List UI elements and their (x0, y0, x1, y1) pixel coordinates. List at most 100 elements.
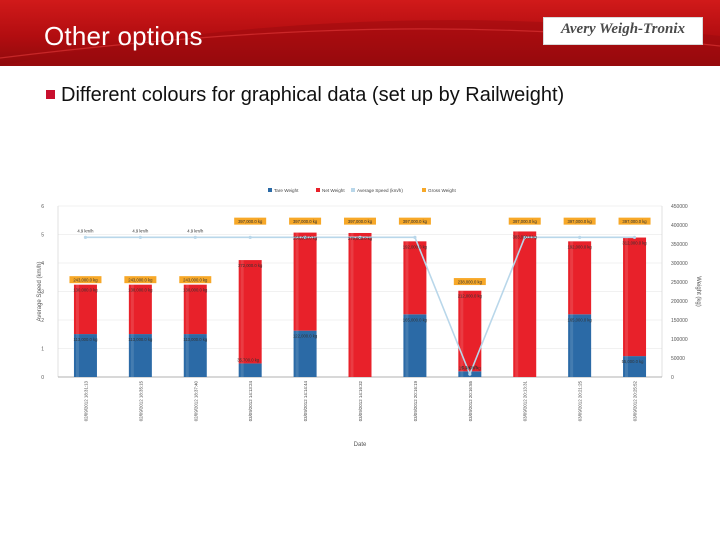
speed-point (632, 235, 637, 239)
tare-weight-label: 15,000.0 kg (459, 365, 482, 370)
x-tick-label: 02/09/2012 18:35:15 (138, 380, 143, 421)
gross-weight-label: 397,000.0 kg (622, 219, 647, 224)
speed-point (138, 235, 142, 239)
legend-swatch (316, 188, 320, 192)
x-tick-label: 03/09/2012 20:16:55 (468, 380, 473, 421)
speed-point (358, 235, 362, 239)
x-tick-label: 02/09/2012 18:31:13 (83, 380, 88, 421)
x-axis-title: Date (354, 442, 367, 448)
speed-label: 4.9 km/h (77, 228, 94, 233)
y2-tick-label: 150000 (671, 318, 688, 324)
y-tick-label: 4 (41, 261, 44, 267)
speed-point (468, 372, 472, 376)
x-tick-label: 02/09/2012 18:37:40 (193, 380, 198, 421)
speed-label: 4.9 km/h (132, 228, 149, 233)
bar-shine (295, 232, 299, 377)
gross-weight-label-box (69, 276, 102, 284)
net-weight-bar (513, 231, 537, 377)
tare-weight-label: 165,000.0 kg (568, 317, 593, 322)
x-tick-label: 03/09/2012 20:13:31 (523, 380, 528, 421)
gross-weight-label-box (563, 217, 596, 225)
gross-weight-label-box (618, 217, 651, 225)
tare-weight-label: 113,000.0 kg (183, 337, 208, 342)
y2-tick-label: 0 (671, 375, 674, 381)
tare-weight-label: 35,700.0 kg (237, 357, 260, 362)
tare-weight-bar (73, 334, 97, 377)
net-weight-bar (623, 237, 647, 357)
bar-shine (185, 284, 189, 377)
bar-shine (405, 241, 409, 377)
speed-point (303, 235, 307, 239)
legend-label: Gross Weight (428, 188, 456, 193)
net-weight-label: 312,000.0 kg (622, 241, 647, 246)
gross-weight-label-box (289, 217, 322, 225)
speed-point (578, 235, 582, 239)
y2-tick-label: 250000 (671, 280, 688, 286)
net-weight-bar (458, 290, 482, 372)
legend-swatch (422, 188, 426, 192)
gross-weight-label: 397,000.0 kg (238, 219, 263, 224)
gross-weight-label: 238,000.0 kg (458, 279, 483, 284)
x-tick-label: 03/09/2012 20:16:19 (413, 380, 418, 421)
y2-tick-label: 200000 (671, 299, 688, 305)
y2-tick-label: 300000 (671, 261, 688, 267)
x-tick-label: 03/09/2012 20:21:25 (578, 380, 583, 421)
legend-label: Tare Weight (274, 188, 299, 193)
y2-tick-label: 350000 (671, 242, 688, 248)
legend-swatch (351, 188, 355, 192)
tare-weight-bar (623, 356, 647, 377)
y2-tick-label: 450000 (671, 204, 688, 210)
net-weight-label: 379,000.0 kg (348, 236, 373, 241)
speed-point (193, 235, 197, 239)
slide-title: Other options (44, 21, 203, 51)
bar-shine (240, 260, 244, 377)
y-tick-label: 5 (41, 233, 44, 239)
tare-weight-bar (403, 314, 427, 377)
x-tick-label: 03/09/2012 14:14:44 (303, 380, 308, 421)
bullet-text: Different colours for graphical data (se… (61, 84, 565, 106)
gross-weight-label: 243,000.0 kg (128, 277, 153, 282)
net-weight-label: 258,000.0 kg (293, 236, 318, 241)
gross-weight-label-box (508, 217, 541, 225)
x-tick-label: 03/09/2012 14:16:32 (358, 380, 363, 421)
tare-weight-bar (183, 334, 207, 377)
bullet-square-icon (46, 90, 55, 99)
tare-weight-bar (238, 363, 262, 377)
gross-weight-label: 243,000.0 kg (73, 277, 98, 282)
tare-weight-label: 113,000.0 kg (74, 337, 99, 342)
bar-shine (75, 284, 79, 377)
bar-shine (570, 241, 574, 377)
net-weight-label: 130,000.0 kg (73, 288, 98, 293)
speed-label: 4.9 km/h (187, 228, 204, 233)
y2-axis-title: Weight (kg) (695, 276, 701, 307)
tare-weight-bar (568, 314, 592, 377)
net-weight-bar (238, 260, 262, 364)
weight-speed-chart: 0 1 2 3 4 5 6 0 50000 100000 150000 200000 250000 300… (37, 188, 701, 448)
net-weight-label: 130,000.0 kg (128, 288, 153, 293)
y2-tick-label: 100000 (671, 337, 688, 343)
net-weight-bar (73, 284, 97, 335)
net-weight-label: 212,000.0 kg (458, 294, 483, 299)
gross-weight-label: 243,000.0 kg (183, 277, 208, 282)
y-tick-label: 1 (41, 347, 44, 353)
legend-label: Net Weight (322, 188, 345, 193)
y2-tick-label: 50000 (671, 356, 685, 362)
net-weight-bar (128, 284, 152, 335)
gross-weight-label-box (234, 217, 267, 225)
gross-weight-label-box (453, 278, 486, 286)
gross-weight-label-box (179, 276, 212, 284)
tare-weight-label: 55,000.0 kg (622, 359, 645, 364)
net-weight-bar (568, 241, 592, 315)
legend-label: Average Speed (km/h) (357, 188, 403, 193)
net-weight-label: 383,000.0 kg (513, 234, 538, 239)
bar-shine (625, 237, 629, 377)
net-weight-label: 272,000.0 kg (238, 263, 263, 268)
slide-header: Other options Avery Weigh-Tronix (0, 0, 720, 66)
x-tick-label: 03/09/2012 14:13:24 (248, 380, 253, 421)
y-tick-label: 0 (41, 375, 44, 381)
bar-shine (460, 290, 464, 377)
net-weight-label: 130,000.0 kg (183, 288, 208, 293)
y-tick-label: 2 (41, 318, 44, 324)
gross-weight-label: 397,000.0 kg (403, 219, 428, 224)
tare-weight-bar (293, 330, 317, 377)
